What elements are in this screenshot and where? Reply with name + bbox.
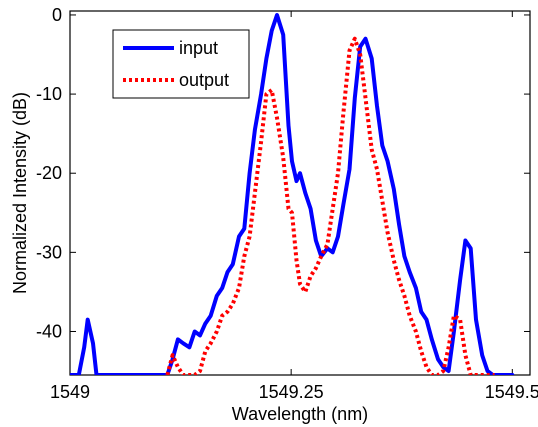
y-axis: 0 -10 -20 -30 -40	[36, 5, 530, 341]
x-axis-title: Wavelength (nm)	[232, 404, 368, 424]
legend: input output	[112, 29, 250, 99]
x-tick-label: 1549.5	[485, 382, 538, 402]
series-layer	[70, 13, 515, 375]
legend-box	[112, 29, 250, 99]
y-axis-title: Normalized Intensity (dB)	[10, 92, 30, 294]
x-axis: 1549 1549.25 1549.5	[50, 11, 538, 402]
series-line-output	[165, 36, 495, 375]
y-tick-label: -40	[36, 321, 62, 341]
legend-label-output: output	[179, 70, 229, 90]
y-tick-label: -10	[36, 84, 62, 104]
x-tick-label: 1549	[50, 382, 90, 402]
y-tick-label: -20	[36, 163, 62, 183]
y-tick-label: -30	[36, 242, 62, 262]
series-line-input	[70, 13, 515, 375]
y-tick-label: 0	[52, 5, 62, 25]
legend-label-input: input	[179, 38, 218, 58]
x-tick-label: 1549.25	[259, 382, 324, 402]
